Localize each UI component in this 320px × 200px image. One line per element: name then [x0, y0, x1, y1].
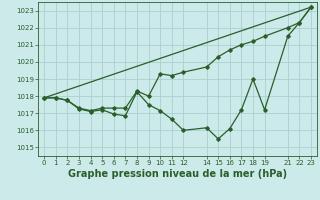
X-axis label: Graphe pression niveau de la mer (hPa): Graphe pression niveau de la mer (hPa): [68, 169, 287, 179]
